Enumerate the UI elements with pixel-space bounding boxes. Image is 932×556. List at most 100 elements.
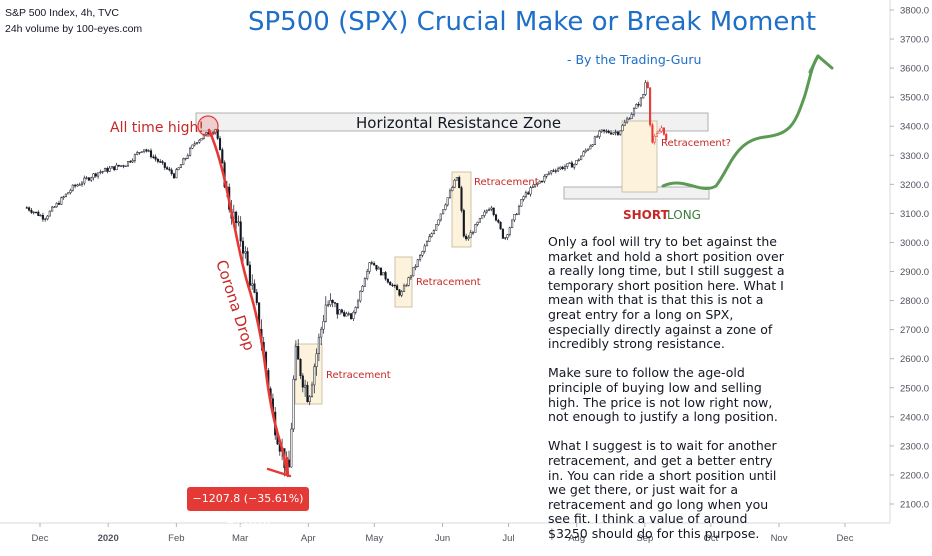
candle-body xyxy=(531,186,534,188)
retracement-label-1: Retracement xyxy=(326,370,391,381)
candle-body xyxy=(143,149,146,152)
candle-body xyxy=(642,94,645,99)
candle-body xyxy=(361,285,364,292)
analysis-note: Only a fool will try to bet against the … xyxy=(548,234,788,556)
volume-source-label: 24h volume by 100-eyes.com xyxy=(5,23,143,35)
candle-body xyxy=(25,207,28,209)
candle-body xyxy=(41,215,44,220)
long-label: LONG xyxy=(667,208,701,222)
candle-body xyxy=(292,378,295,430)
candle-body xyxy=(212,132,215,134)
candle-body xyxy=(568,162,571,164)
candle-body xyxy=(476,221,479,225)
candle-body xyxy=(115,164,118,170)
candle-body xyxy=(453,179,456,188)
time-axis: Dec 2020 Feb Mar Apr May Jun Jul Aug Sep Oct Nov Dec xyxy=(32,523,854,544)
candle-body xyxy=(154,156,157,160)
candle-body xyxy=(623,121,626,126)
candle-body xyxy=(460,187,463,211)
price-tick-label: 3600.0 xyxy=(900,64,929,75)
candle-body xyxy=(218,138,222,150)
price-tick-label: 2500.0 xyxy=(900,383,929,394)
corona-drop-line xyxy=(207,128,289,477)
candle-body xyxy=(616,131,619,135)
candle-body xyxy=(140,151,143,153)
candle-body xyxy=(329,300,332,306)
candle-body xyxy=(428,236,431,242)
candle-body xyxy=(554,170,557,172)
candle-body xyxy=(189,147,192,156)
candle-body xyxy=(492,207,495,215)
candle-body xyxy=(253,283,256,293)
candle-body xyxy=(603,129,606,132)
candle-body xyxy=(324,304,327,322)
candle-body xyxy=(478,217,481,223)
candle-body xyxy=(596,136,599,138)
candle-body xyxy=(131,160,134,163)
candle-body xyxy=(315,353,318,367)
price-tick-label: 2400.0 xyxy=(900,412,929,423)
candle-body xyxy=(149,150,153,158)
candle-body xyxy=(414,266,417,268)
retracement-label-3: Retracement xyxy=(474,177,539,188)
candle-body xyxy=(520,199,523,207)
candle-body xyxy=(156,158,159,162)
candle-body xyxy=(499,221,502,230)
candle-body xyxy=(550,170,553,174)
candle-body xyxy=(97,172,100,177)
candle-body xyxy=(255,292,258,304)
candle-body xyxy=(598,130,601,137)
candle-body xyxy=(221,149,224,163)
candle-body xyxy=(559,166,562,170)
candle-body xyxy=(136,152,139,155)
retracement-label-2: Retracement xyxy=(416,277,481,288)
candle-body xyxy=(370,262,373,264)
candle-body xyxy=(515,213,518,216)
corona-drop-arrow xyxy=(266,456,292,478)
candle-body xyxy=(398,289,401,296)
candle-body xyxy=(92,173,95,179)
symbol-label: S&P 500 Index, 4h, TVC xyxy=(5,7,120,19)
candle-body xyxy=(90,177,93,181)
candle-body xyxy=(619,130,622,135)
candle-body xyxy=(294,346,297,380)
candle-body xyxy=(28,207,31,211)
candle-body xyxy=(628,118,631,120)
candle-body xyxy=(402,285,406,292)
candle-body xyxy=(32,211,35,214)
candle-body xyxy=(644,82,647,95)
candle-body xyxy=(57,202,61,205)
price-tick-label: 3000.0 xyxy=(900,238,929,249)
candle-body xyxy=(534,184,537,188)
candle-body xyxy=(621,125,624,132)
candle-body xyxy=(64,193,67,197)
candle-body xyxy=(653,135,656,143)
price-tick-label: 2100.0 xyxy=(900,500,929,511)
candle-body xyxy=(145,149,148,152)
price-tick-label: 2700.0 xyxy=(900,325,929,336)
candle-body xyxy=(101,170,104,173)
candle-body xyxy=(44,218,47,220)
candle-body xyxy=(566,163,569,167)
candle-body xyxy=(363,278,366,287)
candle-body xyxy=(481,215,484,219)
candle-body xyxy=(573,163,576,168)
candle-body xyxy=(538,180,541,184)
candle-body xyxy=(297,346,300,360)
short-label: SHORT xyxy=(623,208,670,222)
candle-body xyxy=(540,180,544,183)
candle-body xyxy=(172,173,176,179)
candle-body xyxy=(425,241,429,247)
candle-body xyxy=(416,259,419,267)
candle-body xyxy=(524,192,527,197)
candle-body xyxy=(359,290,362,302)
candle-body xyxy=(658,130,661,134)
candle-body xyxy=(356,300,360,308)
candle-body xyxy=(605,130,608,133)
candle-body xyxy=(630,113,633,119)
candle-body xyxy=(301,375,304,388)
retracement-box-4 xyxy=(621,120,658,193)
price-tick-label: 3700.0 xyxy=(900,35,929,46)
candle-body xyxy=(69,190,72,193)
